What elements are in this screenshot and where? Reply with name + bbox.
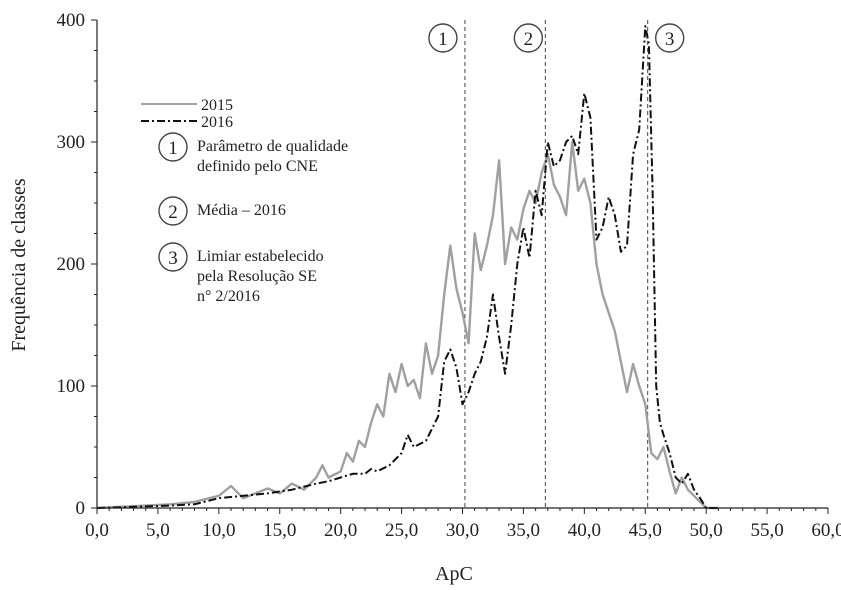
x-tick-label: 50,0 [690, 520, 723, 541]
reference-marker-1 [428, 23, 458, 53]
axes: 0,0 5,0 10,0 15,0 20,0 25,0 30,0 35,0 40,0 45,0 50… [57, 10, 841, 541]
y-tick-label: 200 [57, 254, 86, 275]
reference-marker-label: 1 [438, 29, 448, 50]
x-tick-label: 55,0 [750, 520, 783, 541]
annotation-text: n° 2/2016 [197, 288, 260, 305]
annotation-text: Parâmetro de qualidade [197, 138, 348, 155]
reference-marker-label: 2 [524, 29, 534, 50]
annotation-number: 2 [168, 202, 178, 223]
x-tick-label: 30,0 [446, 520, 479, 541]
y-tick-label: 100 [57, 376, 86, 397]
legend-label-2016: 2016 [201, 114, 233, 131]
y-tick-label: 400 [57, 10, 86, 31]
annotation-number: 1 [168, 138, 178, 159]
x-tick-label: 15,0 [263, 520, 296, 541]
x-tick-label: 10,0 [202, 520, 235, 541]
annotation-text: definido pelo CNE [197, 158, 318, 175]
x-tick-label: 35,0 [507, 520, 540, 541]
x-tick-label: 25,0 [385, 520, 418, 541]
series-line-2016 [96, 25, 719, 509]
reference-marker-2 [513, 23, 544, 53]
x-tick-label: 60,0 [811, 520, 841, 541]
reference-marker-label: 3 [665, 29, 675, 50]
y-tick-label: 0 [76, 498, 86, 519]
x-tick-label: 5,0 [146, 520, 170, 541]
annotation-text: pela Resolução SE [197, 268, 317, 285]
annotation-text: Limiar estabelecido [197, 248, 324, 265]
annotation-text: Média – 2016 [197, 202, 286, 219]
x-tick-label: 20,0 [324, 520, 357, 541]
annotation-number: 3 [168, 248, 178, 269]
annotation-marker-3 [158, 242, 188, 272]
y-tick-label: 300 [57, 132, 86, 153]
x-tick-label: 40,0 [568, 520, 601, 541]
annotation-marker-1 [158, 132, 188, 162]
reference-marker-3 [654, 23, 685, 53]
annotation-marker-2 [158, 196, 188, 226]
series-line-2015 [96, 140, 719, 510]
legend-label-2015: 2015 [201, 97, 233, 114]
y-axis-label: Frequência de classes [8, 178, 30, 351]
plot-area: 1 2 3 [96, 20, 719, 510]
x-axis-label: ApC [435, 563, 473, 585]
x-tick-label: 0,0 [85, 520, 109, 541]
x-tick-label: 45,0 [629, 520, 662, 541]
